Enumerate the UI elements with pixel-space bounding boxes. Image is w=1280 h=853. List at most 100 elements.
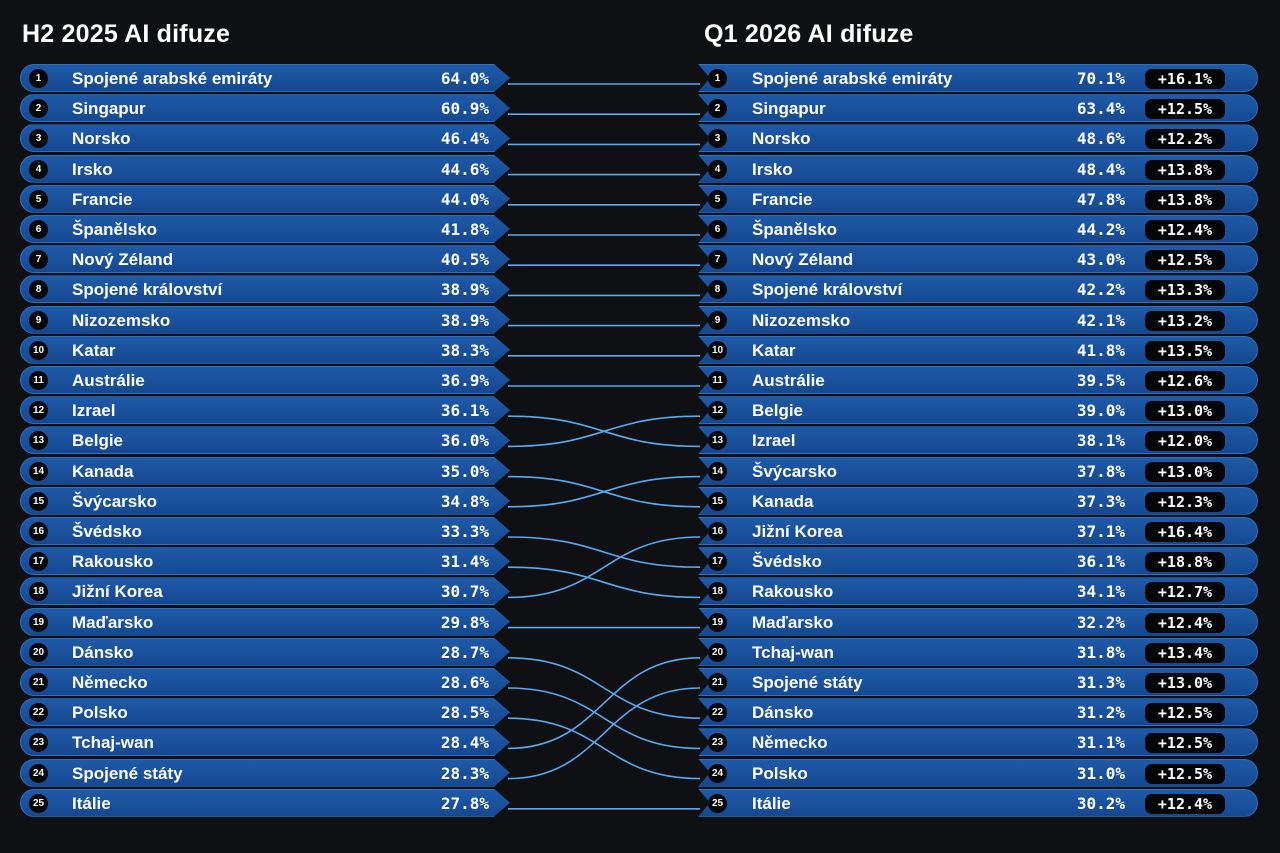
right-rank-badge: 5 bbox=[708, 189, 727, 209]
change-badge: +12.5% bbox=[1145, 250, 1225, 271]
connector-line bbox=[507, 475, 701, 508]
right-row: 5 Francie 47.8% +13.8% bbox=[698, 184, 1258, 213]
left-rank-badge: 17 bbox=[29, 552, 48, 572]
change-badge: +16.1% bbox=[1145, 69, 1225, 89]
left-rank-badge: 13 bbox=[29, 431, 48, 451]
left-diffusion-value: 30.7% bbox=[440, 582, 489, 602]
left-row: 13 Belgie 36.0% bbox=[20, 426, 510, 455]
change-badge: +13.3% bbox=[1145, 280, 1225, 301]
left-country-name: Dánsko bbox=[72, 642, 134, 662]
left-country-name: Nizozemsko bbox=[72, 310, 171, 330]
right-diffusion-value: 31.8% bbox=[1076, 642, 1125, 662]
right-country-name: Belgie bbox=[752, 401, 804, 421]
change-badge: +13.8% bbox=[1145, 159, 1225, 180]
right-row: 15 Kanada 37.3% +12.3% bbox=[698, 486, 1258, 515]
left-country-name: Kanada bbox=[72, 461, 134, 481]
left-row: 14 Kanada 35.0% bbox=[20, 456, 510, 485]
right-country-name: Spojené arabské emiráty bbox=[752, 69, 953, 88]
right-country-name: Švédsko bbox=[752, 552, 822, 572]
left-row: 12 Izrael 36.1% bbox=[20, 396, 510, 425]
left-country-name: Irsko bbox=[72, 159, 113, 179]
right-row: 6 Španělsko 44.2% +12.4% bbox=[698, 215, 1258, 243]
right-country-name: Tchaj-wan bbox=[752, 642, 834, 662]
right-country-name: Izrael bbox=[752, 431, 796, 451]
change-badge: +13.0% bbox=[1145, 461, 1225, 482]
left-row: 7 Nový Zéland 40.5% bbox=[20, 245, 510, 274]
right-rank-badge: 9 bbox=[708, 310, 727, 330]
left-row: 17 Rakousko 31.4% bbox=[20, 547, 510, 576]
change-badge: +13.5% bbox=[1145, 340, 1225, 361]
left-diffusion-value: 44.6% bbox=[440, 159, 489, 179]
right-diffusion-value: 37.3% bbox=[1076, 491, 1125, 511]
right-country-name: Norsko bbox=[752, 129, 811, 149]
left-country-name: Belgie bbox=[72, 431, 124, 451]
right-rank-badge: 2 bbox=[708, 99, 727, 119]
right-diffusion-value: 31.2% bbox=[1076, 703, 1125, 723]
connector-line bbox=[507, 415, 701, 448]
change-badge: +13.8% bbox=[1145, 189, 1225, 210]
right-country-name: Francie bbox=[752, 189, 813, 209]
right-rank-badge: 20 bbox=[708, 642, 727, 662]
right-row: 14 Švýcarsko 37.8% +13.0% bbox=[698, 456, 1258, 485]
right-diffusion-value: 31.0% bbox=[1076, 763, 1125, 783]
right-country-name: Kanada bbox=[752, 491, 814, 511]
right-row: 2 Singapur 63.4% +12.5% bbox=[698, 94, 1258, 123]
right-country-name: Singapur bbox=[752, 99, 826, 119]
right-diffusion-value: 36.1% bbox=[1076, 552, 1125, 572]
left-diffusion-value: 28.7% bbox=[440, 642, 489, 662]
left-diffusion-value: 35.0% bbox=[440, 461, 489, 481]
connector-line bbox=[507, 657, 701, 719]
change-badge: +12.4% bbox=[1145, 612, 1225, 633]
left-row: 24 Spojené státy 28.3% bbox=[20, 758, 510, 787]
left-rank-badge: 8 bbox=[29, 280, 48, 300]
left-rank-badge: 9 bbox=[29, 310, 48, 330]
right-diffusion-value: 30.2% bbox=[1076, 793, 1125, 813]
right-diffusion-value: 48.6% bbox=[1076, 129, 1125, 149]
right-diffusion-value: 37.1% bbox=[1076, 522, 1125, 541]
change-badge: +13.0% bbox=[1145, 673, 1225, 693]
right-diffusion-value: 70.1% bbox=[1076, 69, 1125, 88]
left-rank-badge: 7 bbox=[29, 250, 48, 270]
left-diffusion-value: 38.3% bbox=[440, 340, 489, 360]
left-rank-badge: 23 bbox=[29, 733, 48, 753]
left-rank-badge: 19 bbox=[29, 612, 48, 632]
right-diffusion-value: 48.4% bbox=[1076, 159, 1125, 179]
right-row: 9 Nizozemsko 42.1% +13.2% bbox=[698, 305, 1258, 334]
left-row: 4 Irsko 44.6% bbox=[20, 154, 510, 183]
connector-line bbox=[507, 566, 701, 599]
left-row: 19 Maďarsko 29.8% bbox=[20, 607, 510, 636]
left-country-name: Singapur bbox=[72, 99, 146, 119]
left-row: 2 Singapur 60.9% bbox=[20, 94, 510, 123]
right-rank-badge: 25 bbox=[708, 793, 727, 813]
right-row: 3 Norsko 48.6% +12.2% bbox=[698, 124, 1258, 153]
left-diffusion-value: 29.8% bbox=[440, 612, 489, 632]
left-title: H2 2025 AI difuze bbox=[22, 20, 231, 48]
left-diffusion-value: 33.3% bbox=[440, 522, 489, 541]
left-country-name: Norsko bbox=[72, 129, 131, 149]
left-country-name: Polsko bbox=[72, 703, 128, 723]
left-rank-badge: 22 bbox=[29, 703, 48, 723]
left-rank-badge: 4 bbox=[29, 159, 48, 179]
left-diffusion-value: 31.4% bbox=[440, 552, 489, 572]
left-diffusion-value: 44.0% bbox=[440, 189, 489, 209]
right-country-name: Austrálie bbox=[752, 371, 825, 390]
right-rank-badge: 21 bbox=[708, 673, 727, 692]
right-country-name: Nový Zéland bbox=[752, 250, 854, 270]
right-diffusion-value: 42.2% bbox=[1076, 280, 1125, 300]
left-country-name: Spojené arabské emiráty bbox=[72, 69, 273, 88]
left-diffusion-value: 34.8% bbox=[440, 491, 489, 511]
right-row: 12 Belgie 39.0% +13.0% bbox=[698, 396, 1258, 425]
left-diffusion-value: 46.4% bbox=[440, 129, 489, 149]
left-country-name: Spojené království bbox=[72, 280, 223, 300]
left-diffusion-value: 28.3% bbox=[440, 763, 489, 783]
connector-line bbox=[507, 657, 701, 750]
right-rank-badge: 12 bbox=[708, 401, 727, 421]
change-badge: +12.4% bbox=[1145, 793, 1225, 814]
left-diffusion-value: 40.5% bbox=[440, 250, 489, 270]
change-badge: +12.2% bbox=[1145, 129, 1225, 150]
left-diffusion-value: 36.9% bbox=[440, 371, 489, 390]
left-row: 15 Švýcarsko 34.8% bbox=[20, 486, 510, 515]
left-diffusion-value: 28.6% bbox=[440, 673, 489, 692]
left-diffusion-value: 28.4% bbox=[440, 733, 489, 753]
left-country-name: Německo bbox=[72, 673, 148, 692]
